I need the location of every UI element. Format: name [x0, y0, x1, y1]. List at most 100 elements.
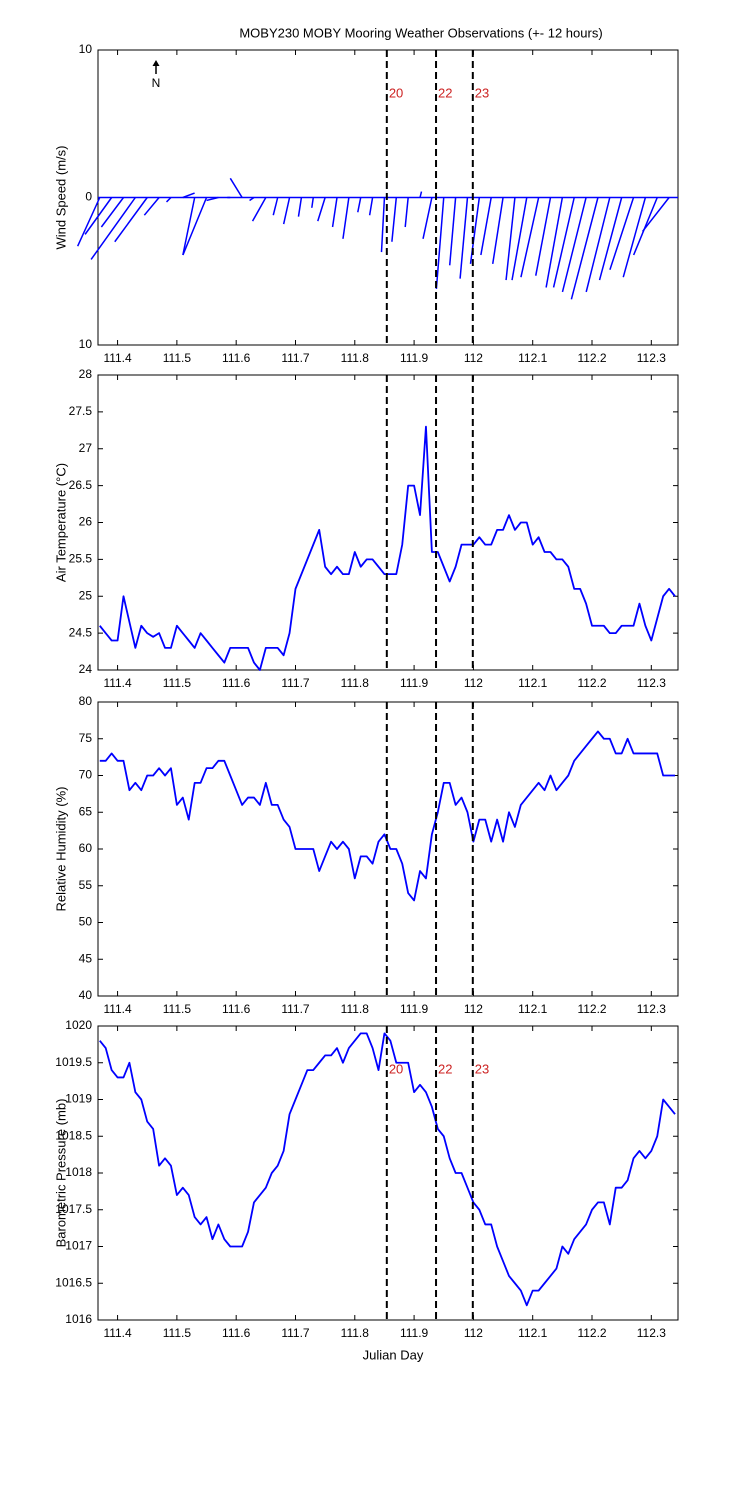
wind-stick	[632, 197, 658, 256]
x-tick-label: 112	[464, 1002, 483, 1016]
wind-stick	[342, 197, 350, 239]
wind-stick	[552, 197, 575, 288]
y-tick-label: 28	[79, 367, 93, 381]
x-tick-label: 112.1	[518, 676, 547, 690]
y-tick-label: 1018	[65, 1165, 92, 1179]
wind-stick	[419, 191, 423, 198]
wind-stick	[585, 197, 611, 293]
y-tick-label: 1016	[65, 1312, 92, 1326]
north-label: N	[152, 76, 161, 90]
wind-stick	[206, 196, 219, 202]
y-tick-label: 24.5	[69, 625, 93, 639]
wind-stick	[317, 197, 326, 222]
wind-stick	[570, 197, 599, 300]
wind-stick	[297, 197, 303, 217]
y-tick-label: 1019.5	[55, 1055, 92, 1069]
x-tick-label: 111.8	[341, 1002, 370, 1016]
x-tick-label: 111.7	[281, 1326, 310, 1340]
x-tick-label: 111.8	[341, 351, 370, 365]
y-tick-label: 27	[79, 441, 93, 455]
wind-stick	[505, 197, 516, 281]
wind-stick	[545, 197, 564, 288]
event-label: 20	[389, 85, 403, 100]
x-tick-label: 112.3	[637, 351, 666, 365]
y-tick-label: 65	[79, 804, 93, 818]
wind-stick	[114, 197, 148, 243]
wind-stick	[598, 197, 623, 281]
x-tick-label: 111.4	[103, 676, 132, 690]
x-tick-label: 111.9	[400, 351, 429, 365]
wind-stick	[311, 197, 315, 208]
wind-stick	[282, 197, 291, 225]
x-tick-label: 111.4	[103, 1002, 132, 1016]
x-tick-label: 111.8	[341, 676, 370, 690]
x-tick-label: 112.2	[577, 1326, 606, 1340]
x-tick-label: 111.7	[281, 676, 310, 690]
y-axis-label: Air Temperature (°C)	[53, 463, 68, 582]
y-axis-label: Barometric Pressure (mb)	[53, 1099, 68, 1248]
wind-stick	[100, 197, 125, 228]
wind-stick	[84, 197, 113, 235]
y-tick-label: 60	[79, 841, 93, 855]
wind-stick	[622, 197, 647, 278]
wind-stick	[380, 197, 386, 253]
event-label: 23	[475, 1061, 489, 1076]
wind-stick	[251, 197, 267, 222]
y-tick-label: 1016.5	[55, 1275, 92, 1289]
wind-stick	[143, 197, 160, 216]
wind-stick	[368, 197, 374, 216]
x-tick-label: 111.4	[103, 1326, 132, 1340]
x-tick-label: 111.9	[400, 1326, 429, 1340]
x-tick-label: 111.6	[222, 1326, 251, 1340]
y-tick-label: 1017	[65, 1239, 92, 1253]
y-tick-label: 25.5	[69, 552, 93, 566]
x-tick-label: 111.9	[400, 676, 429, 690]
wind-stick	[535, 197, 552, 276]
wind-stick	[182, 197, 196, 256]
x-tick-label: 111.8	[341, 1326, 370, 1340]
y-axis-label: Relative Humidity (%)	[53, 787, 68, 912]
wind-stick	[182, 192, 195, 199]
wind-stick	[520, 197, 540, 278]
y-tick-label: 70	[79, 768, 93, 782]
x-tick-label: 112.3	[637, 1002, 666, 1016]
y-tick-label: 25	[79, 588, 93, 602]
north-arrow-head	[152, 60, 160, 66]
y-tick-label: 50	[79, 915, 93, 929]
event-label: 20	[389, 1061, 403, 1076]
x-tick-label: 111.6	[222, 351, 251, 365]
wind-stick	[391, 197, 398, 242]
event-label: 22	[438, 1061, 452, 1076]
wind-stick	[165, 196, 172, 203]
x-tick-label: 112.3	[637, 676, 666, 690]
wind-stick	[511, 197, 528, 281]
y-tick-label: 1017.5	[55, 1202, 92, 1216]
x-tick-label: 112.1	[518, 1002, 547, 1016]
y-tick-label: 26.5	[69, 478, 93, 492]
x-tick-label: 112.2	[577, 1002, 606, 1016]
x-tick-label: 112	[464, 351, 483, 365]
y-axis-label: Wind Speed (m/s)	[53, 145, 68, 249]
wind-stick	[561, 197, 587, 293]
x-tick-label: 111.4	[103, 351, 132, 365]
y-tick-label: 1019	[65, 1092, 92, 1106]
wind-stick	[76, 197, 101, 247]
wind-stick	[357, 197, 362, 213]
x-tick-label: 111.5	[163, 351, 192, 365]
wind-stick	[229, 177, 243, 198]
x-tick-label: 111.5	[163, 676, 192, 690]
y-tick-label: 10	[79, 42, 93, 56]
y-tick-label: 0	[85, 190, 92, 204]
y-tick-label: 1020	[65, 1018, 92, 1032]
x-tick-label: 111.7	[281, 1002, 310, 1016]
y-tick-label: 24	[79, 662, 93, 676]
wind-stick	[422, 197, 433, 239]
wind-stick	[459, 197, 469, 279]
wind-stick	[609, 197, 635, 271]
x-tick-label: 111.6	[222, 1002, 251, 1016]
x-tick-label: 112.3	[637, 1326, 666, 1340]
x-tick-label: 111.5	[163, 1326, 192, 1340]
wind-stick	[249, 196, 255, 202]
